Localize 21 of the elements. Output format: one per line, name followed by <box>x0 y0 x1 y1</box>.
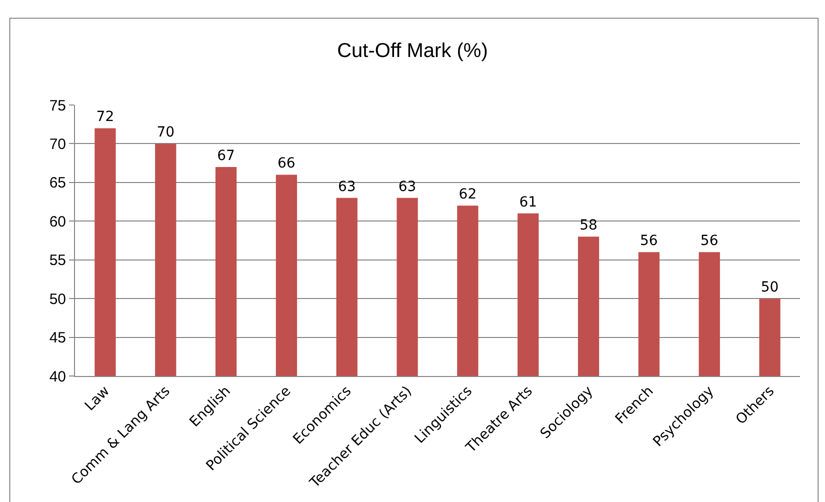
y-tick-label: 50 <box>49 290 66 308</box>
data-label: 63 <box>398 178 416 195</box>
data-label: 66 <box>278 156 296 172</box>
y-tick-label: 70 <box>49 136 66 153</box>
y-tick-label: 60 <box>49 213 66 230</box>
y-tick-label: 45 <box>49 330 66 347</box>
y-tick-label: 65 <box>49 174 66 192</box>
data-label: 70 <box>156 124 175 141</box>
data-label: 58 <box>580 218 598 234</box>
y-tick-label: 40 <box>49 368 66 386</box>
chart-title: Cut-Off Mark (%) <box>337 40 488 62</box>
data-label: 61 <box>519 194 538 210</box>
data-label: 56 <box>700 233 718 250</box>
data-label: 50 <box>760 280 779 296</box>
y-tick-label: 75 <box>49 97 66 114</box>
data-label: 63 <box>338 178 356 195</box>
data-label: 72 <box>96 109 114 126</box>
data-label: 67 <box>217 148 235 164</box>
data-label: 62 <box>458 186 477 203</box>
data-label: 56 <box>640 233 658 250</box>
y-tick-label: 55 <box>49 252 66 270</box>
